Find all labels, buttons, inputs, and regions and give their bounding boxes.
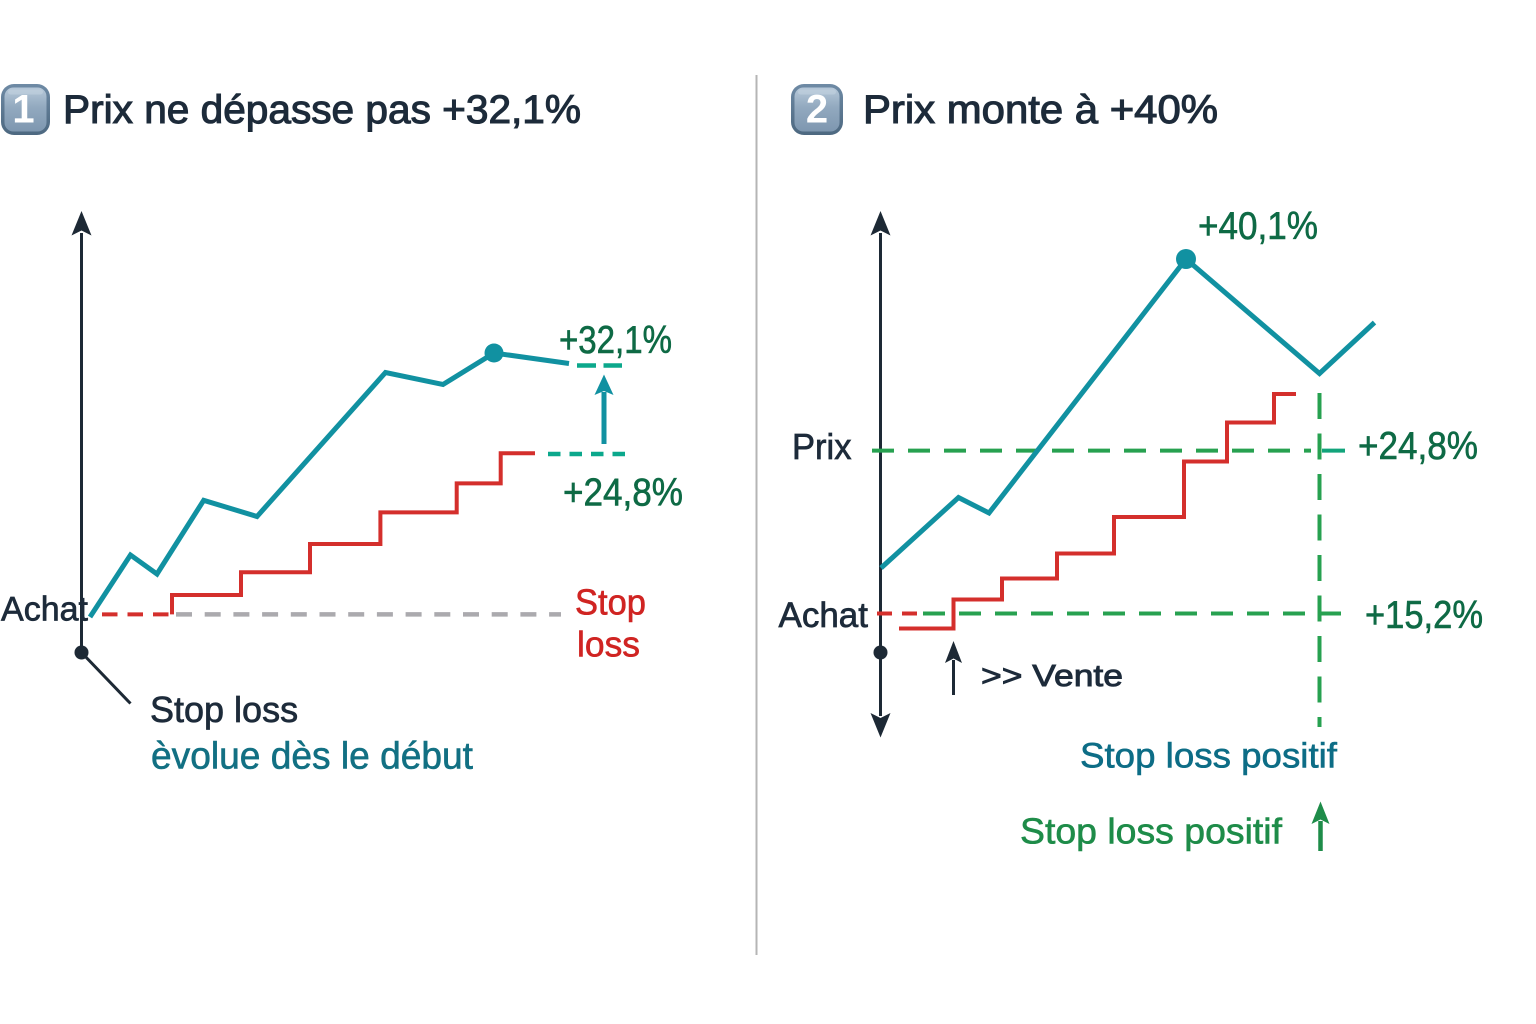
svg-text:>> Vente: >> Vente: [981, 658, 1123, 693]
svg-text:Prix monte à +40%: Prix monte à +40%: [863, 88, 1218, 132]
svg-text:loss: loss: [577, 624, 640, 665]
svg-text:Prix ne dépasse pas +32,1%: Prix ne dépasse pas +32,1%: [63, 88, 581, 132]
svg-text:+24,8%: +24,8%: [1358, 425, 1478, 468]
svg-text:+24,8%: +24,8%: [563, 472, 683, 515]
svg-text:+40,1%: +40,1%: [1198, 205, 1318, 248]
svg-text:2: 2: [806, 88, 828, 132]
svg-text:1: 1: [12, 88, 34, 132]
svg-text:Stop loss: Stop loss: [150, 689, 298, 730]
svg-text:+32,1%: +32,1%: [559, 319, 672, 362]
svg-text:Stop: Stop: [575, 581, 646, 622]
svg-text:Achat: Achat: [779, 596, 869, 635]
svg-text:+15,2%: +15,2%: [1365, 594, 1483, 637]
svg-text:Achat: Achat: [1, 591, 88, 629]
svg-text:èvolue dès le début: èvolue dès le début: [151, 736, 473, 778]
svg-text:Stop loss positif: Stop loss positif: [1020, 811, 1283, 852]
svg-text:Prix: Prix: [792, 426, 852, 467]
svg-text:Stop loss positif: Stop loss positif: [1080, 737, 1337, 776]
